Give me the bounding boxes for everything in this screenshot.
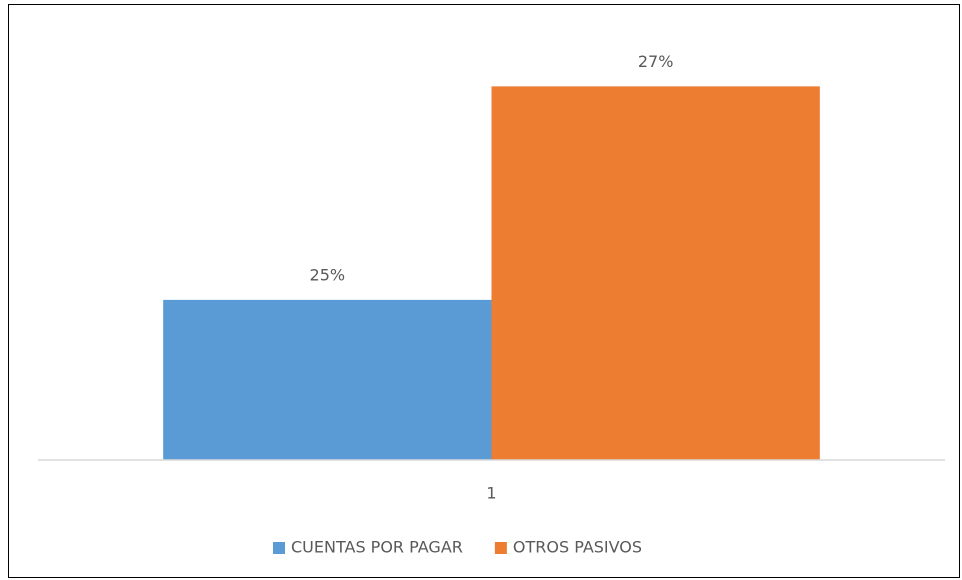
legend-label: CUENTAS POR PAGAR (291, 538, 463, 557)
bar (163, 299, 492, 460)
legend-label: OTROS PASIVOS (513, 538, 642, 557)
legend-swatch (494, 542, 507, 554)
x-tick-label: 1 (486, 484, 496, 503)
legend-swatch (273, 542, 285, 554)
data-label: 25% (310, 265, 346, 284)
bar (491, 86, 820, 460)
data-label: 27% (638, 52, 674, 71)
